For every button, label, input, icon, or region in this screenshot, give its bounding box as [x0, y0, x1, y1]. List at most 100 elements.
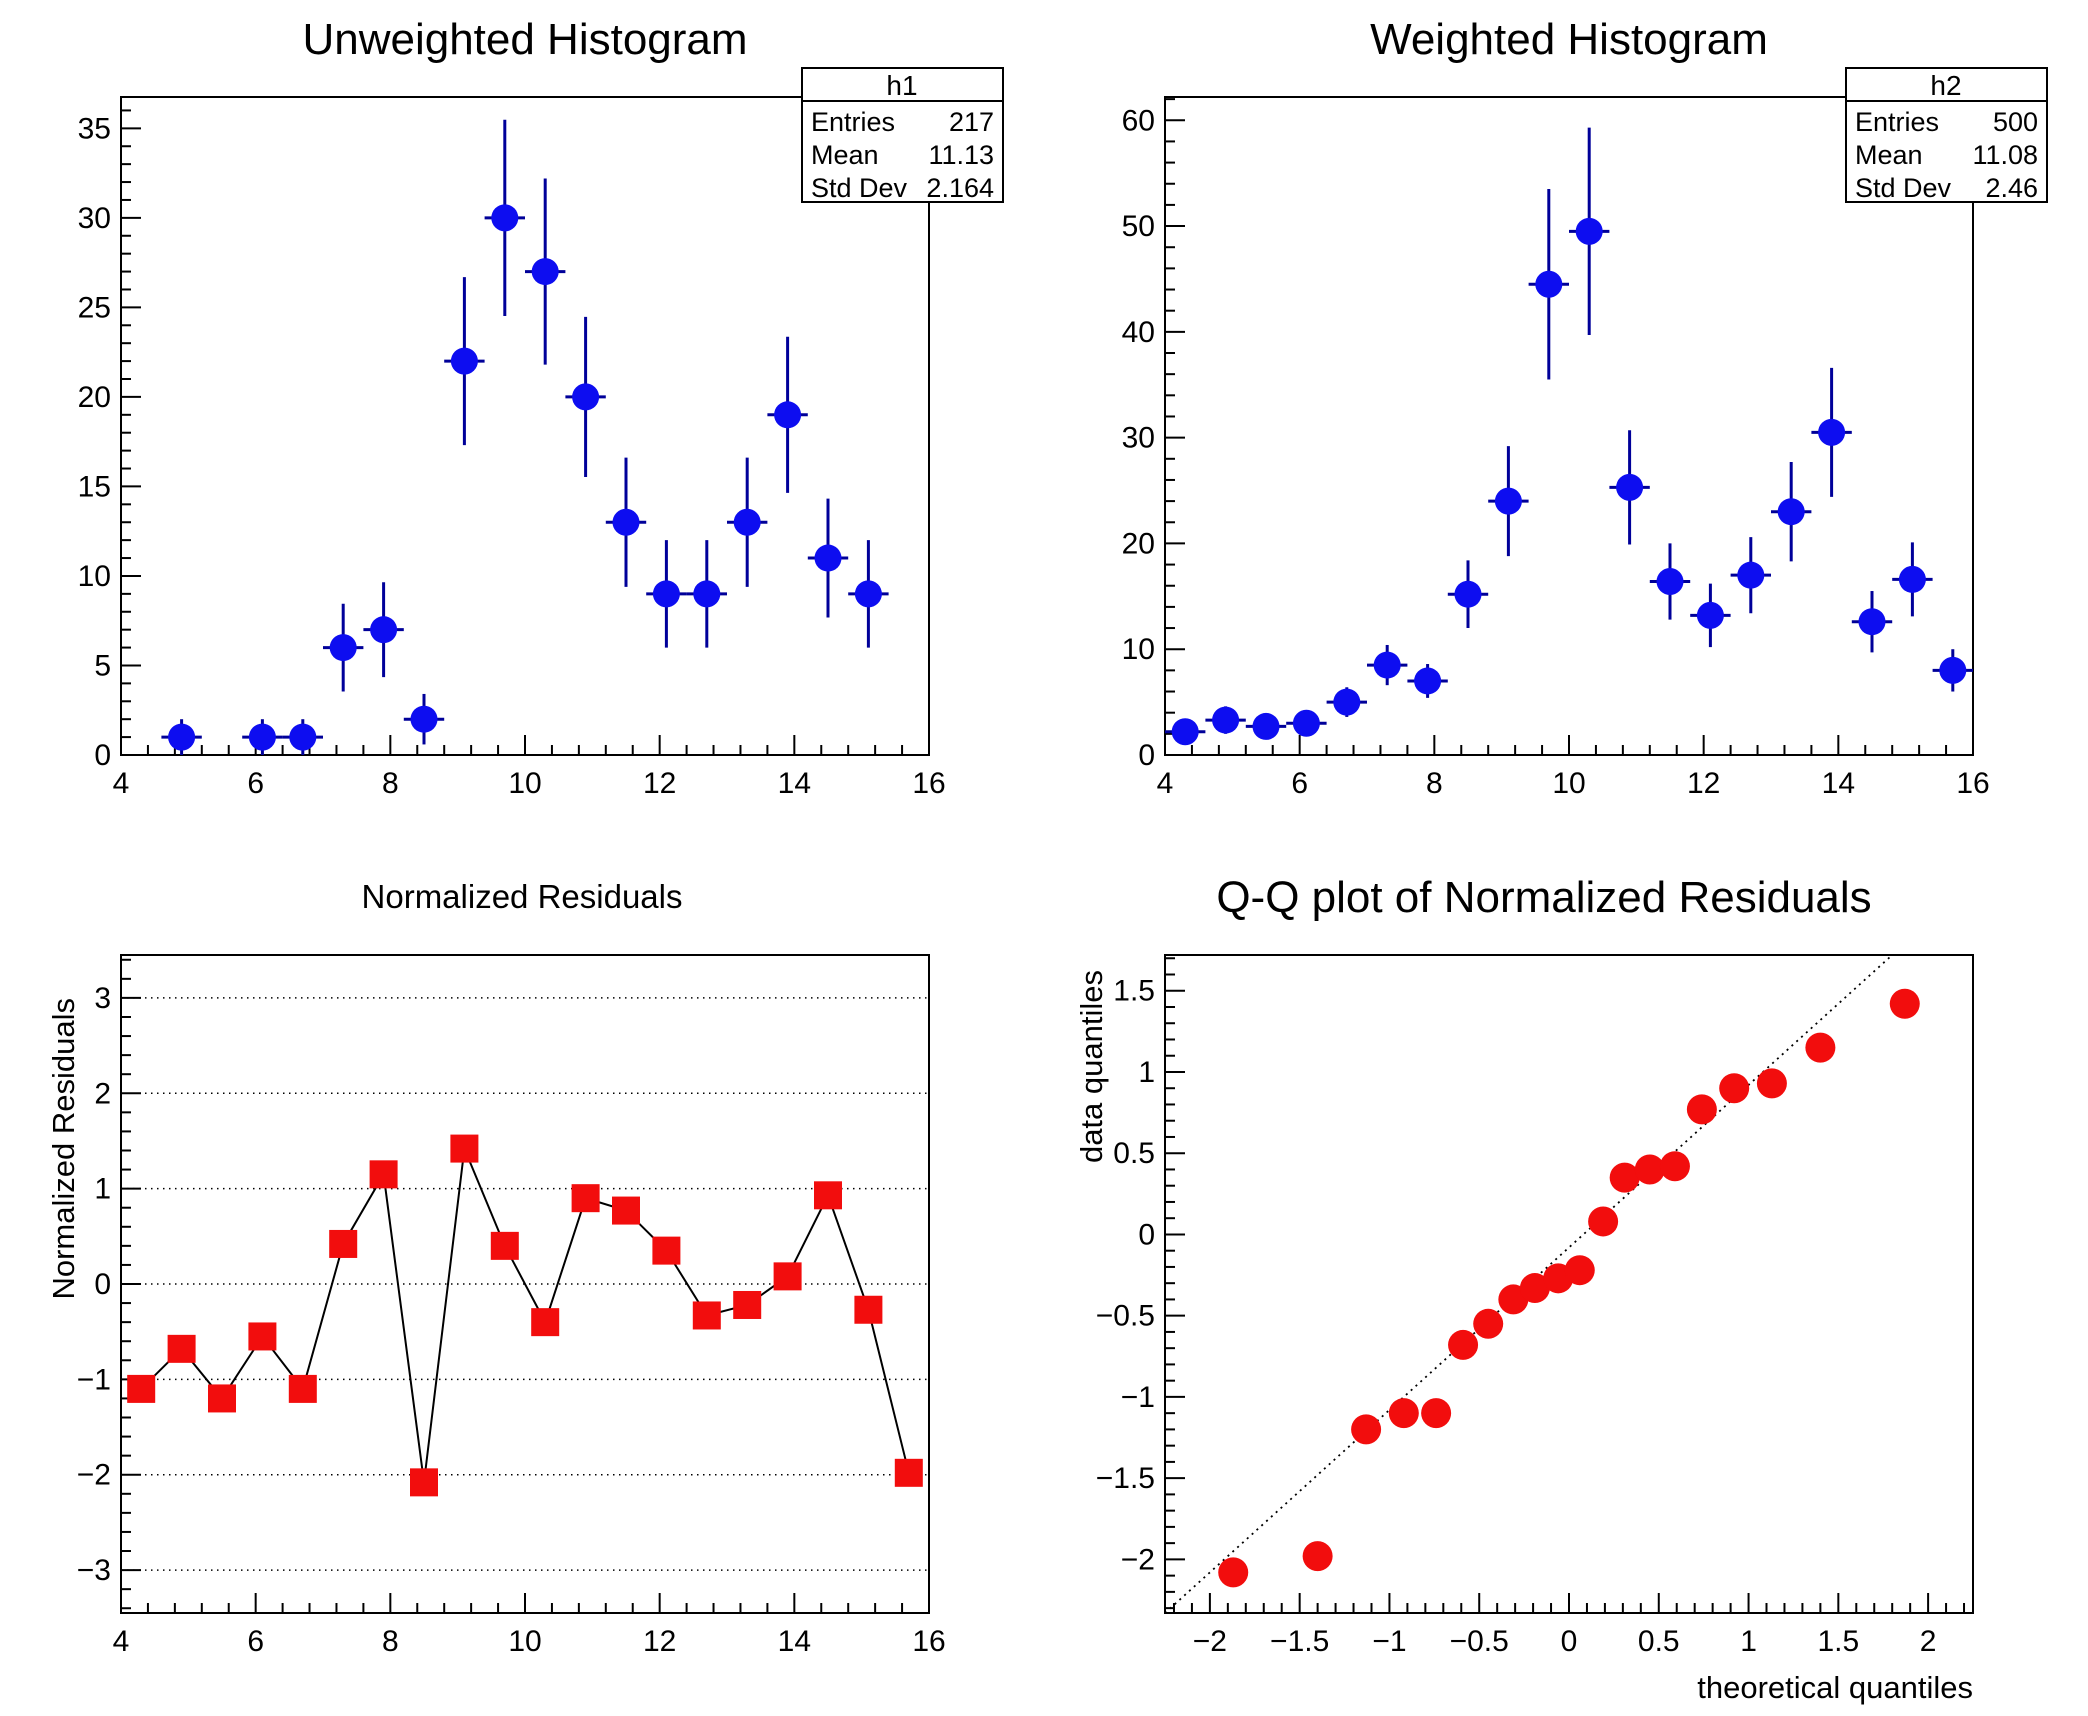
x-tick-label: 12 [643, 1625, 676, 1658]
data-point-marker [733, 508, 761, 536]
data-point-marker [1454, 580, 1482, 608]
data-point-marker [693, 580, 721, 608]
plot-area-unweighted: 4 6 8 10 12 14 16 0 5 10 15 20 25 30 35 [78, 96, 946, 800]
stats-box: h1 Entries 217 Mean 11.13 Std Dev 2.164 [801, 67, 1004, 203]
stats-stddev-value: 2.46 [1985, 173, 2038, 203]
data-point-marker [774, 401, 802, 429]
x-tick-label: 8 [1426, 767, 1443, 800]
data-point-marker [1659, 1151, 1690, 1182]
panel-unweighted-histogram: 4 6 8 10 12 14 16 0 5 10 15 20 25 30 35 Unweighted His… [0, 0, 1044, 858]
data-point-marker [168, 723, 196, 751]
data-point-marker [1686, 1094, 1717, 1125]
x-tick-label: 6 [1291, 767, 1308, 800]
y-tick-label: 5 [94, 649, 111, 682]
data-point-marker [1373, 651, 1401, 679]
chart-title: Unweighted Histogram [302, 15, 747, 64]
y-tick-label: −1 [1121, 1381, 1155, 1414]
y-tick-label: 30 [78, 202, 111, 235]
data-point-marker [814, 544, 842, 572]
y-tick-label: 50 [1122, 210, 1155, 243]
data-point-marker [773, 1262, 802, 1291]
stats-box-frame [1845, 67, 2048, 203]
data-point-marker [1564, 1255, 1595, 1286]
y-tick-label: 30 [1122, 422, 1155, 455]
y-tick-label: 3 [94, 982, 111, 1015]
data-point-marker [1302, 1541, 1333, 1572]
data-point-marker [1616, 473, 1644, 501]
x-tick-label: −0.5 [1450, 1625, 1509, 1658]
data-point-marker [288, 1374, 317, 1403]
series-line [140, 1144, 910, 1483]
x-tick-label: 8 [382, 767, 399, 800]
data-point-marker [1414, 667, 1442, 695]
data-point-marker [1212, 706, 1240, 734]
data-point-marker [248, 723, 276, 751]
x-tick-label: 12 [643, 767, 676, 800]
data-point-marker [410, 1468, 438, 1497]
data-point-marker [652, 1236, 681, 1265]
data-point-marker [1535, 270, 1563, 298]
stats-mean-label: Mean [811, 140, 879, 170]
data-point-marker [1719, 1073, 1750, 1104]
x-tick-label: 0.5 [1638, 1625, 1680, 1658]
reference-line [1164, 954, 1893, 1614]
data-point-marker [1756, 1068, 1787, 1099]
stats-entries-label: Entries [811, 107, 895, 137]
stats-box: h2 Entries 500 Mean 11.08 Std Dev 2.46 [1845, 67, 2048, 203]
data-point-marker [370, 616, 398, 644]
panel-qq-plot: −2 −1.5 −1 −0.5 0 0.5 1 1.5 2 −2 −1.5 −1 −0.5 0 0.5 1 1.… [1044, 858, 2088, 1716]
y-tick-label: 1.5 [1113, 975, 1155, 1008]
y-tick-label: 20 [1122, 527, 1155, 560]
stats-entries-value: 217 [949, 107, 994, 137]
y-tick-label: 1 [1138, 1056, 1155, 1089]
x-tick-label: 16 [912, 767, 945, 800]
data-point-marker [1656, 568, 1684, 596]
data-point-marker [1858, 608, 1886, 636]
data-point-marker [490, 1231, 519, 1260]
x-tick-label: 16 [1956, 767, 1989, 800]
data-point-marker [572, 383, 600, 411]
x-tick-label: 14 [778, 1625, 811, 1658]
y-axis-title: data quantiles [1074, 970, 1109, 1163]
data-point-marker [1494, 487, 1522, 515]
y-tick-label: −0.5 [1096, 1300, 1155, 1333]
chart-title: Weighted Histogram [1370, 15, 1768, 64]
data-point-marker [1634, 1154, 1665, 1185]
data-point-marker [1609, 1162, 1640, 1193]
y-tick-label: 25 [78, 291, 111, 324]
data-point-marker [1519, 1273, 1550, 1304]
y-tick-label: 0 [1138, 1218, 1155, 1251]
y-axis-title: Normalized Residuals [46, 998, 81, 1300]
plot-area-weighted: 4 6 8 10 12 14 16 0 10 20 30 40 50 60 [1122, 96, 1990, 800]
x-tick-label: −2 [1193, 1625, 1227, 1658]
data-point-marker [531, 258, 559, 286]
y-tick-label: 0 [94, 739, 111, 772]
data-point-marker [1696, 601, 1724, 629]
chart-title: Q-Q plot of Normalized Residuals [1216, 873, 1871, 922]
y-tick-label: 15 [78, 470, 111, 503]
chart-title: Normalized Residuals [362, 878, 683, 915]
y-tick-label: 40 [1122, 316, 1155, 349]
x-tick-label: 0 [1561, 1625, 1578, 1658]
y-tick-label: 35 [78, 112, 111, 145]
y-tick-label: 0 [94, 1268, 111, 1301]
stats-box-frame [801, 67, 1004, 203]
data-point-marker [208, 1384, 236, 1413]
data-point-marker [289, 723, 317, 751]
data-point-marker [652, 580, 680, 608]
data-point-marker [894, 1458, 923, 1487]
y-tick-label: −1.5 [1096, 1462, 1155, 1495]
data-point-marker [329, 634, 357, 662]
x-tick-label: 12 [1687, 767, 1720, 800]
data-point-marker [1898, 565, 1926, 593]
data-point-marker [1805, 1032, 1836, 1063]
y-tick-label: −3 [77, 1554, 111, 1587]
stats-entries-label: Entries [1855, 107, 1939, 137]
data-point-marker [1171, 718, 1199, 746]
stats-mean-value: 11.08 [1972, 140, 2038, 170]
data-point-marker [1218, 1557, 1249, 1588]
y-tick-label: 60 [1122, 104, 1155, 137]
data-point-marker [612, 508, 640, 536]
data-point-marker [1939, 656, 1967, 684]
